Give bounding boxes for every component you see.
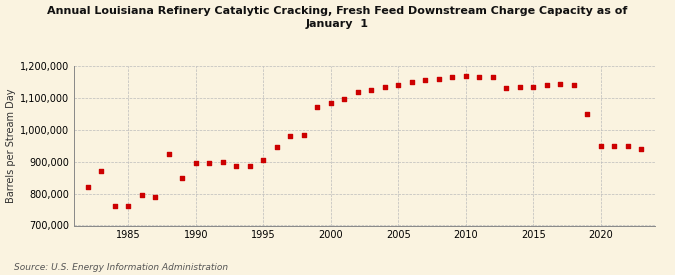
Point (501, 86, 512, 90)
Point (406, 80, 417, 84)
Point (514, 84, 525, 89)
Point (487, 75, 498, 79)
Point (285, 134, 296, 138)
Point (190, 161, 201, 166)
Point (352, 89, 363, 94)
Point (163, 152, 174, 156)
Point (82, 185, 93, 189)
Point (177, 175, 188, 180)
Point (204, 161, 215, 166)
Point (150, 195, 161, 199)
Text: Annual Louisiana Refinery Catalytic Cracking, Fresh Feed Downstream Charge Capac: Annual Louisiana Refinery Catalytic Crac… (47, 6, 628, 29)
Point (460, 73, 471, 78)
Point (231, 164, 242, 169)
Text: Source: U.S. Energy Information Administration: Source: U.S. Energy Information Administ… (14, 263, 227, 272)
Point (271, 145, 282, 150)
Point (595, 144, 606, 148)
Point (217, 160, 228, 164)
Point (555, 81, 566, 86)
Point (636, 147, 647, 151)
Point (298, 132, 309, 137)
Point (622, 144, 633, 148)
Point (433, 76, 444, 81)
Point (123, 204, 134, 208)
Point (541, 83, 552, 87)
Point (582, 112, 593, 116)
Point (244, 164, 255, 169)
Point (366, 88, 377, 92)
Point (339, 97, 350, 102)
Point (474, 75, 485, 79)
Point (528, 84, 539, 89)
Point (258, 158, 269, 162)
Point (609, 144, 620, 148)
Point (109, 204, 120, 208)
Y-axis label: Barrels per Stream Day: Barrels per Stream Day (6, 89, 16, 203)
Point (447, 75, 458, 79)
Point (379, 84, 390, 89)
Point (393, 83, 404, 87)
Point (136, 193, 147, 197)
Point (96, 169, 107, 174)
Point (312, 105, 323, 110)
Point (420, 78, 431, 82)
Point (325, 100, 336, 105)
Point (568, 83, 579, 87)
